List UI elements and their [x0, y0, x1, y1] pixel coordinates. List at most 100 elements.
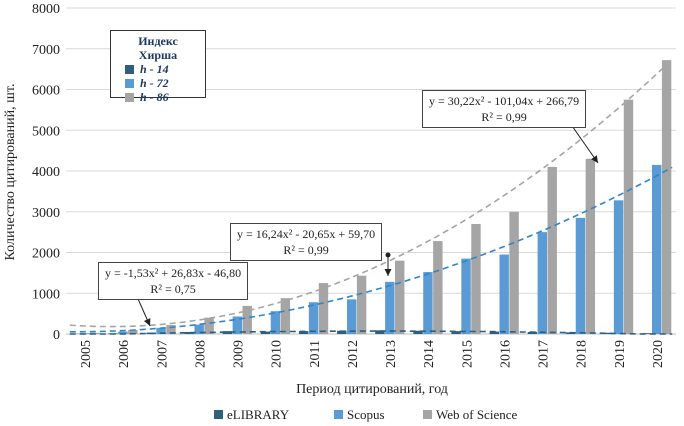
bar: [413, 330, 423, 334]
bar: [451, 331, 461, 334]
y-tick-label: 5000: [32, 124, 60, 139]
bar: [527, 331, 538, 334]
hirsch-label: h - 86: [140, 89, 169, 104]
y-tick-label: 3000: [32, 206, 60, 221]
legend-item-scopus: Scopus: [334, 407, 385, 422]
x-tick-label: 2009: [232, 340, 247, 368]
bar: [537, 232, 548, 334]
legend-label: eLIBRARY: [227, 407, 290, 422]
hirsch-label: h - 72: [140, 75, 169, 90]
bar: [280, 298, 291, 334]
legend: eLIBRARY Scopus Web of Science: [214, 407, 517, 422]
y-tick-label: 8000: [32, 2, 60, 17]
legend-swatch: [334, 410, 343, 419]
bar: [661, 60, 672, 334]
bar: [433, 241, 443, 334]
r2-text: R² = 0,99: [481, 110, 527, 124]
trendline-elibrary: [69, 330, 673, 335]
bar: [385, 281, 395, 334]
legend-swatch: [214, 410, 223, 419]
bar: [156, 327, 166, 334]
pointer-arrowhead: [384, 269, 392, 276]
bar: [260, 331, 271, 334]
equation-box-elibrary: y = -1,53x² + 26,83x - 46,80 R² = 0,75: [98, 262, 249, 300]
trendline-web-of-science: [69, 58, 673, 328]
bar: [489, 331, 499, 334]
hirsch-item-scopus: h - 72: [125, 76, 205, 90]
legend-label: Web of Science: [436, 407, 517, 422]
pointer-arrowhead: [591, 155, 598, 163]
pointer-arrowhead: [143, 318, 151, 326]
equation-text: y = 16,24x² - 20,65x + 59,70: [237, 227, 376, 241]
hirsch-label: h - 14: [140, 61, 169, 76]
bar: [242, 305, 252, 334]
bar: [346, 299, 357, 334]
bar: [204, 317, 214, 334]
x-tick-label: 2007: [155, 340, 170, 368]
equation-box-wos: y = 30,22x² - 101,04x + 266,79 R² = 0,99: [422, 90, 587, 128]
hirsch-item-elibrary: h - 14: [125, 62, 205, 76]
equation-box-scopus: y = 16,24x² - 20,65x + 59,70 R² = 0,99: [230, 223, 383, 261]
legend-label: Scopus: [347, 407, 385, 422]
bar: [318, 283, 329, 334]
bar: [509, 211, 519, 334]
x-tick-label: 2020: [651, 340, 666, 368]
bar: [222, 331, 233, 334]
bar: [337, 330, 347, 334]
bar: [603, 332, 614, 334]
bar: [128, 329, 138, 334]
bars: [70, 60, 672, 334]
bar: [613, 200, 624, 334]
hirsch-swatch: [125, 64, 134, 74]
hirsch-item-wos: h - 86: [125, 90, 205, 104]
bar: [499, 254, 509, 334]
hirsch-swatch: [125, 78, 134, 88]
x-tick-label: 2017: [537, 340, 552, 368]
x-tick-label: 2006: [117, 340, 132, 368]
legend-swatch: [423, 410, 432, 419]
x-tick-label: 2012: [346, 340, 361, 368]
bar: [651, 164, 662, 334]
x-tick-label: 2011: [308, 340, 323, 367]
y-tick-label: 1000: [32, 287, 60, 302]
hirsch-swatch: [125, 92, 134, 102]
bar: [118, 331, 128, 334]
legend-item-web-of-science: Web of Science: [423, 407, 517, 422]
y-tick-label: 4000: [32, 165, 60, 180]
pointer-line: [569, 122, 599, 164]
bar: [575, 217, 586, 334]
x-tick-label: 2019: [613, 340, 628, 368]
x-tick-label: 2008: [193, 340, 208, 368]
r2-text: R² = 0,75: [150, 282, 196, 296]
x-tick-label: 2013: [384, 340, 399, 368]
y-tick-label: 2000: [32, 247, 60, 262]
x-axis: 2005 2006 2007 2008 2009 2010 2011 2012 2013 2014…: [79, 340, 666, 368]
equation-text: y = 30,22x² - 101,04x + 266,79: [429, 94, 580, 108]
bar: [623, 99, 634, 334]
x-tick-label: 2014: [422, 340, 437, 368]
r2-text: R² = 0,99: [283, 243, 329, 257]
bar: [166, 325, 176, 334]
series-scopus: [80, 164, 662, 334]
x-tick-label: 2018: [575, 340, 590, 368]
bar: [395, 260, 405, 334]
x-tick-label: 2016: [498, 340, 513, 368]
equation-text: y = -1,53x² + 26,83x - 46,80: [105, 266, 242, 280]
bar: [585, 158, 596, 334]
x-tick-label: 2010: [270, 340, 285, 368]
bar: [471, 223, 481, 334]
bar: [308, 302, 319, 334]
y-axis: 0 1000 2000 3000 4000 5000 6000 7000 8000: [32, 2, 60, 343]
y-tick-label: 6000: [32, 84, 60, 99]
legend-item-elibrary: eLIBRARY: [214, 407, 290, 422]
y-axis-title: Количество цитирований, шт.: [3, 84, 18, 261]
bar: [375, 330, 385, 334]
bar: [270, 311, 281, 334]
hirsch-title-2: Хирша: [138, 48, 178, 62]
bar: [547, 166, 557, 334]
bar: [642, 333, 652, 334]
bar: [461, 258, 471, 334]
bar: [184, 331, 194, 334]
bar: [298, 331, 309, 334]
